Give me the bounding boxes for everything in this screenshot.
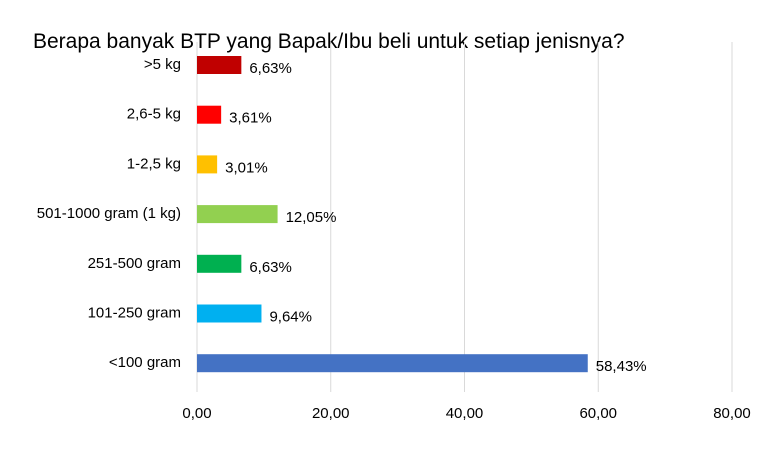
bar [197, 354, 588, 373]
category-label: 251-500 gram [88, 255, 181, 272]
labels: >5 kg 6,63% 2,6-5 kg 3,61% 1-2,5 kg 3,01% 501-… [37, 56, 647, 375]
x-tick-label: 40,00 [446, 405, 484, 422]
bar [197, 205, 278, 224]
bar [197, 56, 242, 74]
data-label: 9,64% [269, 308, 312, 325]
category-label: >5 kg [144, 56, 181, 73]
x-axis-ticks: 0,00 20,00 40,00 60,00 80,00 [182, 405, 750, 422]
chart-title: Berapa banyak BTP yang Bapak/Ibu beli un… [33, 30, 625, 53]
data-label: 6,63% [249, 259, 292, 276]
data-label: 12,05% [286, 209, 337, 226]
x-tick-label: 60,00 [579, 405, 617, 422]
category-label: 501-1000 gram (1 kg) [37, 205, 181, 222]
data-label: 6,63% [249, 60, 292, 77]
category-label: <100 gram [109, 354, 181, 371]
category-label: 1-2,5 kg [127, 155, 181, 172]
bar [197, 105, 222, 124]
x-tick-label: 20,00 [312, 405, 350, 422]
data-label: 3,61% [229, 110, 272, 127]
bar [197, 304, 262, 323]
bar [197, 155, 218, 174]
x-tick-label: 80,00 [713, 405, 751, 422]
data-label: 3,01% [225, 159, 268, 176]
bar [197, 254, 242, 273]
category-label: 101-250 gram [88, 304, 181, 321]
bars [197, 56, 588, 373]
x-tick-label: 0,00 [182, 405, 211, 422]
category-label: 2,6-5 kg [127, 106, 181, 123]
data-label: 58,43% [596, 358, 647, 375]
